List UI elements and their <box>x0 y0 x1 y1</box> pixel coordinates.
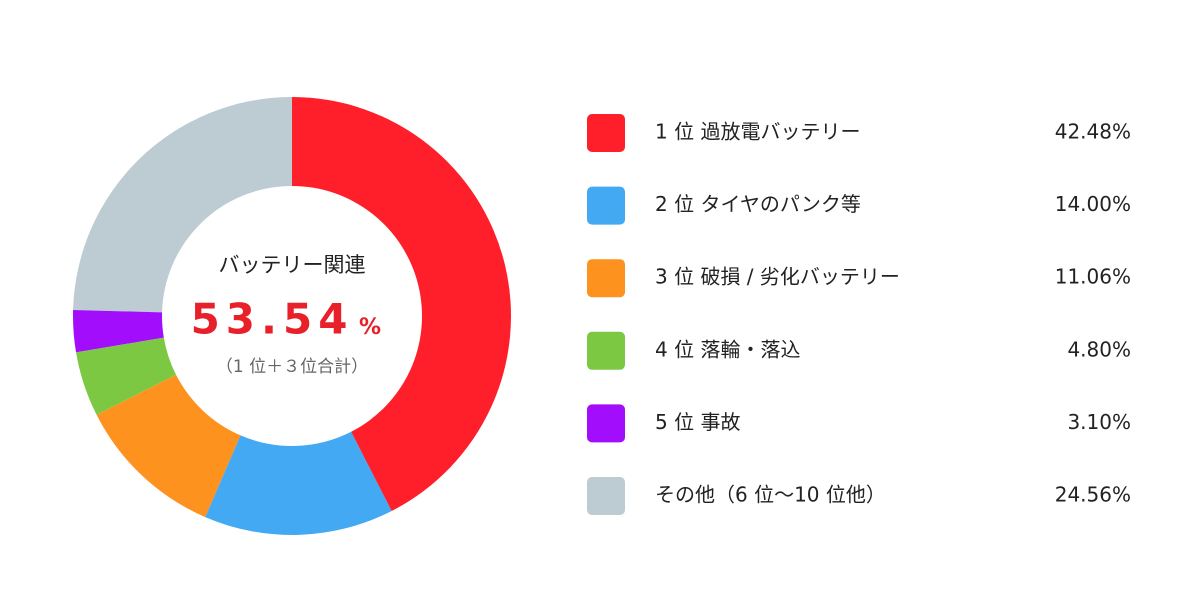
legend-label: 2 位 タイヤのパンク等 <box>655 192 861 216</box>
legend-swatch <box>587 186 625 225</box>
donut-slice <box>96 374 241 518</box>
legend-label: 4 位 落輪・落込 <box>655 337 800 361</box>
legend-swatch <box>587 477 625 515</box>
legend-label: 3 位 破損 / 劣化バッテリー <box>655 265 900 289</box>
center-value: 53.54 <box>191 295 354 344</box>
value-label: 42.48% <box>1055 120 1131 144</box>
legend-swatch <box>587 331 625 370</box>
value-label: 4.80% <box>1067 337 1131 361</box>
donut-slice <box>73 97 293 313</box>
donut-slice <box>292 97 511 512</box>
center-note: （1 位＋３位合計） <box>216 357 368 377</box>
donut-slice <box>72 309 164 353</box>
donut-slice <box>76 337 177 415</box>
legend-label: 1 位 過放電バッテリー <box>655 120 860 144</box>
value-label: 3.10% <box>1067 410 1131 434</box>
value-label: 11.06% <box>1055 265 1131 289</box>
legend-label: 5 位 事故 <box>655 410 740 434</box>
center-unit: % <box>359 315 381 340</box>
legend-label: その他（6 位〜10 位他） <box>655 483 886 507</box>
value-label: 24.56% <box>1055 483 1131 507</box>
center-title: バッテリー関連 <box>219 253 366 277</box>
legend-swatch <box>587 404 625 443</box>
value-label: 14.00% <box>1055 192 1131 216</box>
legend-swatch <box>587 259 625 298</box>
legend-swatch <box>587 114 625 152</box>
donut-slice <box>205 431 392 535</box>
